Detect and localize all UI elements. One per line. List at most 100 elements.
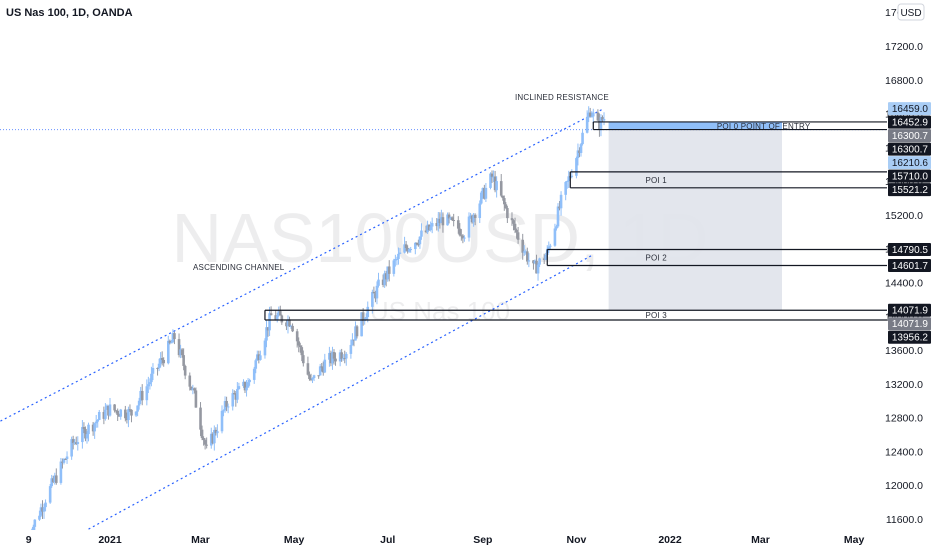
currency-button[interactable]: USD [897,3,925,21]
price-tag [888,317,931,331]
candle-body [581,132,584,145]
candle-body [544,254,548,260]
candle-body [361,312,365,322]
candle-body [535,260,538,274]
candle-body [395,258,399,260]
candle-body [394,259,397,261]
poi-zones[interactable]: POI 0 POINT OF ENTRY POI 1 POI 2 POI 3 [264,121,887,321]
candle-body [265,327,268,341]
candle-body [216,431,219,434]
candle-body [252,368,256,380]
candle-body [61,461,64,463]
candle-body [96,419,100,422]
candle-body [446,214,449,226]
candle-body [255,354,259,361]
candle-body [213,429,216,444]
price-tag [888,243,931,257]
candle-body [598,120,601,131]
candle-body [182,355,185,366]
candle-body [125,418,129,421]
ascending-channel[interactable] [0,107,605,530]
candle-body [312,375,316,379]
candle-body [492,176,495,178]
candle-body [522,251,526,253]
candle-body [352,339,356,341]
candle-body [269,313,273,316]
candle-body [145,386,149,401]
candle-body [426,224,429,233]
candle-body [403,244,406,253]
candle-body [377,279,380,286]
candle-body [318,366,322,376]
candle-body [499,181,503,196]
candle-body [277,311,281,316]
candle-body [148,382,152,385]
candle-body [397,253,400,259]
candle-body [97,411,101,420]
candle-body [344,353,348,359]
candle-body [481,188,485,193]
candle-body [321,367,325,373]
candle-body [407,249,411,252]
candle-body [415,242,419,245]
price-axis[interactable]: 11600.0 12000.0 12400.0 12800.0 13200.0 13600… [885,0,932,550]
candle-body [137,400,141,406]
candle-body [134,411,138,416]
candle-body [171,333,175,343]
candle-body [470,215,474,223]
candle-body [542,258,546,260]
price-tag-label: 15710.0 [892,172,929,183]
candle-body [599,117,603,131]
candle-body [159,358,162,364]
candle-body [601,117,604,121]
candle-body [257,354,261,360]
price-tag [888,303,931,317]
channel-label: ASCENDING CHANNEL [193,263,285,272]
candle-body [590,116,594,118]
candle-body [532,260,535,264]
candle-body [398,252,402,254]
candle-body [298,345,302,348]
candle-body [512,220,515,224]
candle-body [232,393,236,395]
annotations: ASCENDING CHANNEL INCLINED RESISTANCE [193,93,609,272]
price-tick-label: 12000.0 [885,480,923,492]
candle-body [168,340,172,343]
candle-body [341,358,345,360]
time-axis[interactable]: 9 2021 Mar May Jul Sep Nov 2022 Mar May [0,530,887,550]
candle-body [81,427,84,443]
candle-body [289,325,293,327]
candle-body [381,279,385,285]
candle-body [203,440,207,445]
candle-body [156,367,159,369]
candle-body [547,246,551,249]
candle-body [309,379,313,381]
candle-body [151,367,155,374]
candle-body [114,410,118,412]
price-tag [888,330,931,344]
candle-body [107,405,110,416]
candle-body [338,352,342,362]
candle-body [564,182,567,195]
candle-body [441,217,445,226]
currency-button-frame [897,3,925,21]
price-tick-label: 13600.0 [885,345,923,357]
candle-body [93,423,96,432]
candle-body [91,424,95,432]
candle-body [177,339,181,356]
candle-body [450,217,454,221]
candle-body [295,331,299,342]
candle-body [87,424,90,435]
candle-body [102,411,106,419]
candle-body [280,315,284,323]
candle-body [84,428,87,439]
candle-body [71,439,75,444]
candle-body [73,442,77,444]
candle-body [478,203,482,219]
time-tick-label: Mar [751,534,770,546]
candle-body [585,117,589,133]
candle-body [311,378,314,380]
currency-label: USD [900,8,921,19]
